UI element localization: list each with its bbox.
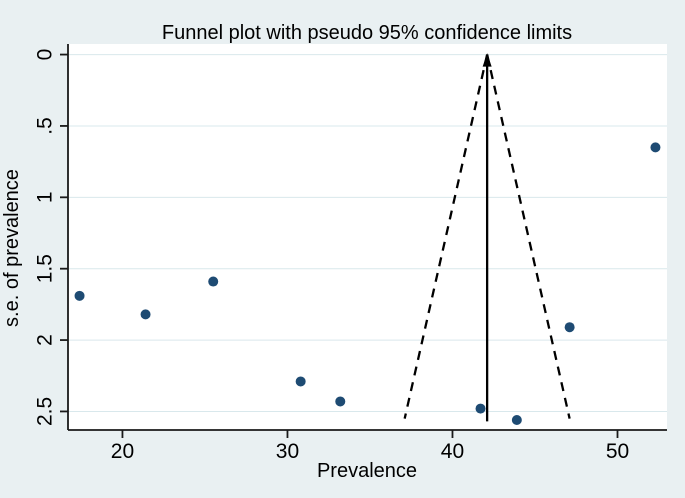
- data-point: [650, 142, 661, 153]
- x-axis-label: Prevalence: [317, 460, 417, 482]
- arrow-up-icon: [482, 53, 492, 67]
- y-tick-label: 2.5: [33, 397, 56, 426]
- data-point: [475, 403, 486, 414]
- plot-area: [68, 44, 667, 430]
- data-point: [295, 376, 306, 387]
- y-tick-label: 0: [33, 49, 56, 61]
- chart-layer: 0 .5 1 1.5 2 2.5 20 30 40 50: [33, 44, 667, 463]
- data-point: [74, 290, 85, 301]
- x-tick-label: 20: [111, 440, 134, 463]
- y-tick-label: 1.5: [33, 254, 56, 283]
- data-point: [564, 322, 575, 333]
- funnel-right-dashed-line: [486, 54, 571, 419]
- data-point: [208, 276, 219, 287]
- y-tick-label: 2: [33, 334, 56, 346]
- data-point: [511, 415, 522, 426]
- x-tick-label: 50: [606, 440, 629, 463]
- funnel-left-dashed-line: [403, 54, 489, 419]
- x-tick-label: 30: [276, 440, 299, 463]
- y-tick-label: .5: [33, 117, 56, 135]
- x-tick-label: 40: [441, 440, 464, 463]
- chart-title: Funnel plot with pseudo 95% confidence l…: [162, 22, 572, 44]
- y-axis-label: s.e. of prevalence: [1, 169, 23, 327]
- data-point: [335, 396, 346, 407]
- y-tick-label: 1: [33, 191, 56, 203]
- data-point: [140, 309, 151, 320]
